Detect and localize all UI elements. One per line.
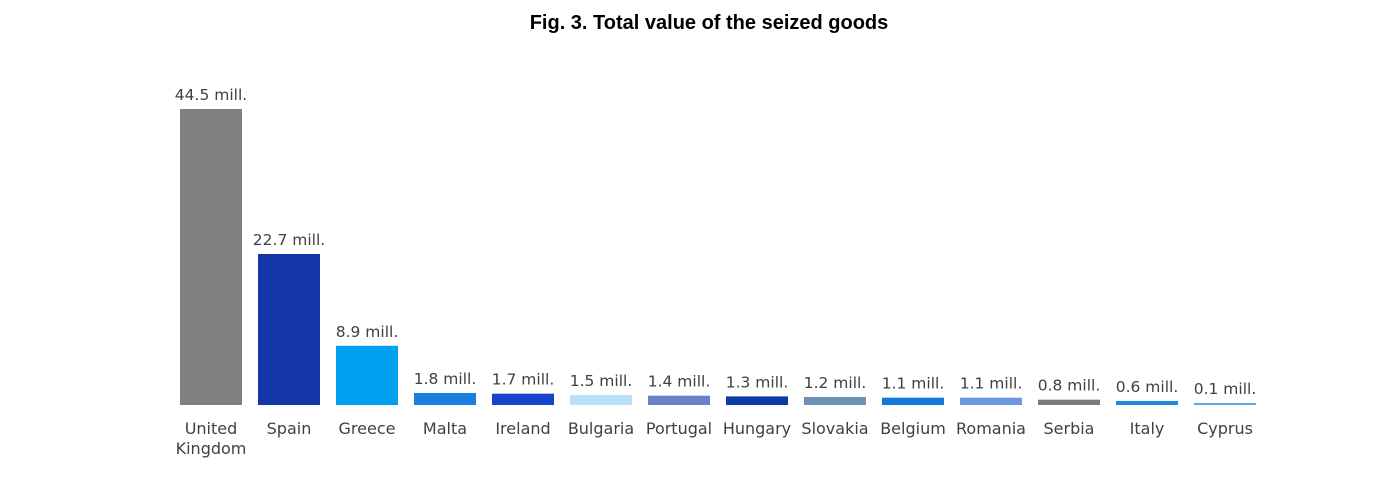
data-label: 1.1 mill. — [882, 375, 945, 393]
bar — [1038, 399, 1100, 405]
bar — [1194, 403, 1256, 405]
chart-title: Fig. 3. Total value of the seized goods — [529, 12, 889, 34]
data-label: 1.2 mill. — [804, 374, 867, 392]
data-label: 1.7 mill. — [492, 371, 555, 389]
data-label: 0.1 mill. — [1194, 380, 1257, 398]
data-label: 1.4 mill. — [648, 373, 711, 391]
category-label: Greece — [339, 419, 396, 438]
data-label: 1.5 mill. — [570, 372, 633, 390]
data-label: 1.1 mill. — [960, 375, 1023, 393]
bars-layer — [180, 109, 1256, 405]
category-label: Belgium — [880, 419, 946, 438]
bar — [804, 397, 866, 405]
category-label: Spain — [267, 419, 312, 438]
category-label: Kingdom — [176, 439, 247, 458]
bar — [1116, 401, 1178, 405]
data-label: 22.7 mill. — [253, 231, 325, 249]
data-label: 0.8 mill. — [1038, 377, 1101, 395]
bar — [336, 345, 398, 405]
data-label: 1.3 mill. — [726, 373, 789, 391]
bar — [180, 109, 242, 405]
bar — [258, 254, 320, 405]
bar — [648, 395, 710, 405]
data-label: 1.8 mill. — [414, 370, 477, 388]
data-label: 0.6 mill. — [1116, 378, 1179, 396]
bar — [960, 397, 1022, 405]
bar — [492, 393, 554, 405]
value-labels-layer: 44.5 mill. 22.7 mill. 8.9 mill. 1.8 mill. 1.… — [175, 86, 1256, 398]
bar — [414, 393, 476, 405]
category-label: Italy — [1130, 419, 1165, 438]
bar — [726, 396, 788, 405]
category-label: Ireland — [495, 419, 550, 438]
data-label: 44.5 mill. — [175, 86, 247, 104]
category-label: Serbia — [1044, 419, 1095, 438]
bar — [570, 395, 632, 405]
category-label: United — [185, 419, 238, 438]
category-label: Malta — [423, 419, 467, 438]
category-label: Slovakia — [801, 419, 868, 438]
category-label: Bulgaria — [568, 419, 634, 438]
data-label: 8.9 mill. — [336, 323, 399, 341]
category-label: Portugal — [646, 419, 712, 438]
category-label: Hungary — [723, 419, 791, 438]
category-label: Romania — [956, 419, 1026, 438]
category-label: Cyprus — [1197, 419, 1253, 438]
bar — [882, 397, 944, 405]
